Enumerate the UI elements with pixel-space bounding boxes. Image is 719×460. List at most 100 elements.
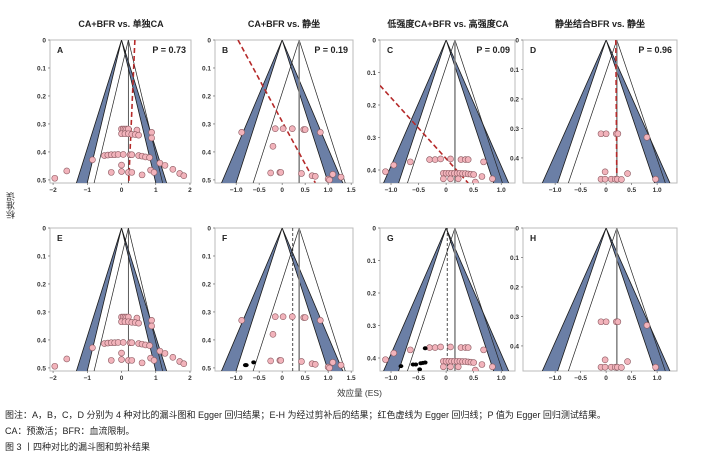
y-tick-label: 0.4 [202, 149, 211, 156]
y-tick-label: 0.4 [37, 337, 46, 344]
panel-c: C P = 0.09 −1.0 −0.5 0 0.5 1.0 0 0.1 0.2 0.3 0.4 [367, 38, 516, 194]
study-point [135, 131, 142, 139]
study-point [329, 359, 337, 366]
study-point [407, 158, 414, 166]
study-point [89, 156, 96, 164]
study-point [426, 344, 433, 351]
study-point [63, 167, 71, 175]
panel-d-title: 静坐结合BFR vs. 静坐 [554, 19, 645, 29]
plot-contents [51, 228, 188, 371]
x-tick-label: 1.0 [653, 375, 662, 382]
x-tick-label: −0.5 [574, 375, 587, 382]
study-point [317, 129, 324, 136]
panel-a: A P = 0.73 −2 −1 0 1 2 0 0.1 0.2 0.3 0.4 0.5 [37, 38, 192, 195]
study-point [470, 171, 477, 178]
study-point [478, 361, 486, 368]
y-tick-label: 0.4 [510, 343, 519, 350]
pooled-funnel-line [616, 228, 666, 371]
study-point [89, 344, 96, 352]
imputed-study-point [422, 360, 428, 365]
study-point [288, 125, 296, 133]
study-point [138, 359, 146, 367]
plot-area [49, 39, 192, 184]
pooled-funnel-line [454, 228, 503, 371]
funnel-band-right [121, 40, 168, 183]
y-tick-label: 0 [42, 38, 46, 45]
funnel-band-right [605, 228, 671, 371]
p-value-label: P = 0.09 [476, 45, 510, 55]
y-tick-label: 0.4 [37, 149, 46, 156]
study-point [107, 169, 115, 176]
study-point [317, 317, 324, 324]
study-point [311, 360, 319, 368]
pooled-funnel-line [298, 228, 346, 371]
study-point [407, 346, 414, 354]
study-point [382, 356, 389, 363]
pooled-funnel-line [298, 40, 346, 183]
y-tick-label: 0.3 [37, 121, 46, 128]
panel-b-title: CA+BFR vs. 静坐 [247, 19, 321, 29]
study-point [301, 126, 309, 133]
study-point [277, 357, 285, 364]
x-tick-label: 0.5 [469, 375, 478, 382]
y-tick-label: 0.3 [367, 135, 376, 142]
y-tick-label: 0 [207, 226, 211, 233]
study-point [271, 313, 279, 321]
y-tick-label: 0.2 [37, 93, 46, 100]
x-tick-label: 0.5 [627, 187, 636, 194]
x-tick-label: 1.0 [653, 187, 662, 194]
study-point [267, 169, 274, 177]
y-tick-label: 0.4 [202, 337, 211, 344]
study-point [326, 364, 333, 371]
y-tick-label: 0.2 [510, 96, 519, 103]
x-tick-label: −0.5 [574, 187, 587, 194]
x-tick-label: 1.0 [497, 187, 506, 194]
study-point [118, 349, 125, 357]
x-tick-label: 0.5 [301, 187, 310, 194]
y-tick-label: 0.1 [202, 65, 211, 72]
panel-letter: H [530, 233, 536, 243]
panel-e: E −2 −1 0 1 2 0 0.1 0.2 0.3 0.4 0.5 [37, 226, 192, 383]
y-tick-label: 0 [42, 226, 46, 233]
study-point [301, 314, 309, 321]
study-point [431, 156, 439, 163]
x-tick-label: −0.5 [412, 187, 425, 194]
study-point [447, 155, 454, 163]
study-point [288, 313, 296, 321]
study-point [128, 339, 136, 347]
study-point [119, 151, 127, 158]
x-tick-label: −0.5 [412, 375, 425, 382]
y-tick-label: 0 [372, 38, 376, 45]
study-point [118, 168, 125, 175]
study-point [118, 161, 125, 169]
x-tick-label: −1.0 [230, 187, 243, 194]
x-tick-label: 0 [120, 375, 124, 382]
egger-regression-line [237, 40, 316, 183]
study-point [602, 318, 610, 326]
study-point [643, 133, 651, 141]
study-point [480, 346, 487, 354]
study-point [298, 358, 305, 365]
study-point [480, 158, 487, 166]
panel-a-title: CA+BFR vs. 单独CA [78, 19, 164, 29]
x-tick-label: 0.5 [301, 375, 310, 382]
x-tick-label: −1.0 [549, 187, 562, 194]
caption-note-line-2: CA：预激活；BFR：血流限制。 [5, 426, 135, 436]
pooled-funnel-line [407, 40, 456, 183]
y-tick-label: 0.1 [510, 67, 519, 74]
x-tick-label: −1 [84, 187, 92, 194]
study-point [169, 165, 177, 173]
funnel-band-left [541, 228, 607, 371]
study-point [337, 173, 345, 181]
study-point [63, 355, 71, 363]
study-point [447, 175, 454, 183]
study-point [128, 169, 136, 176]
y-tick-label: 0.2 [202, 93, 211, 100]
x-tick-label: 1 [154, 187, 158, 194]
funnel-band-right [281, 228, 344, 371]
study-point [161, 162, 169, 169]
y-tick-label: 0.1 [510, 255, 519, 262]
y-tick-label: 0.3 [37, 309, 46, 316]
figure-title: 图 3 丨四种对比的漏斗图和剪补结果 [5, 442, 151, 452]
